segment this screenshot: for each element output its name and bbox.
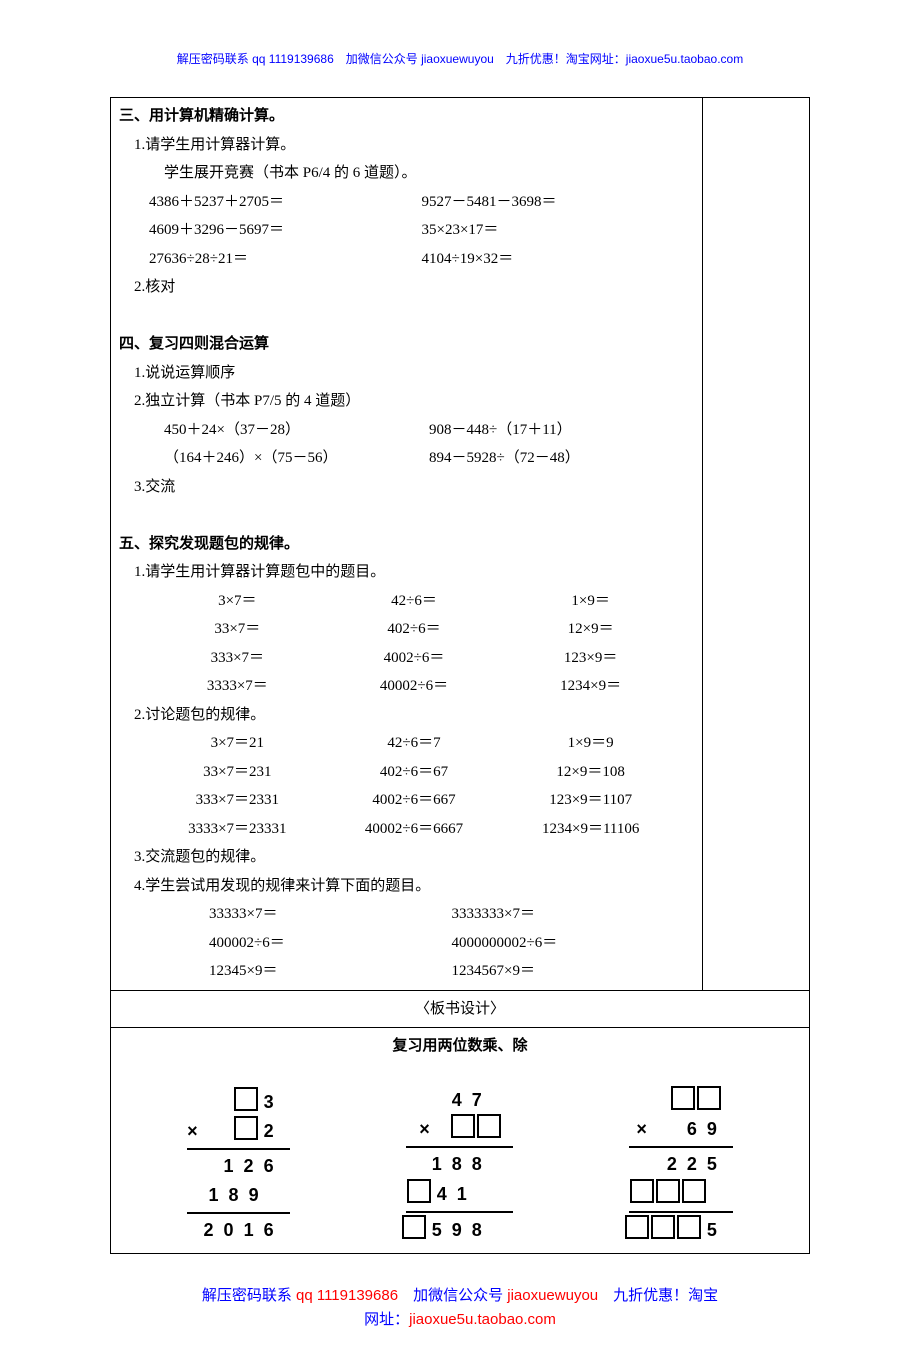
board-title: 复习用两位数乘、除 [119,1032,801,1061]
sec5-item-3: 3.交流题包的规律。 [119,843,694,872]
section-4-title: 四、复习四则混合运算 [119,336,269,352]
board-label-cell: 〈板书设计〉 [111,990,810,1028]
eq-cell: 3×7＝ [149,587,326,616]
content-cell: 三、用计算机精确计算。 1.请学生用计算器计算。 学生展开竞赛（书本 P6/4 … [111,98,703,991]
eq-cell: 123×9＝1107 [502,786,679,815]
eq-cell: 333×7＝ [149,644,326,673]
eq-cell: 3333×7＝23331 [149,815,326,844]
multiplication-worksheets: 3 × 2 126 189 2016 47 × 188 41 [119,1061,801,1250]
eq-cell: 42÷6＝7 [326,729,503,758]
notes-cell [703,98,810,991]
sec5-item-2: 2.讨论题包的规律。 [119,701,694,730]
eq-cell: 40002÷6＝6667 [326,815,503,844]
calc-problem-3: × 69 225 5 [629,1086,733,1245]
sec4-eq-1l: 450＋24×（37－28） [164,416,429,445]
sec3-item-1: 1.请学生用计算器计算。 [119,131,694,160]
eq-cell: 3333333×7＝ [452,900,695,929]
sec4-item-3: 3.交流 [119,473,694,502]
eq-cell: 33×7＝231 [149,758,326,787]
sec5-grid-2: 3×7＝21 42÷6＝7 1×9＝9 33×7＝231 402÷6＝67 12… [119,729,694,843]
page-footer-link: 解压密码联系 qq 1119139686 加微信公众号 jiaoxuewuyou… [110,1284,810,1332]
sec5-grid-3: 33333×7＝ 3333333×7＝ 400002÷6＝ 4000000002… [119,900,694,986]
eq-cell: 3×7＝21 [149,729,326,758]
sec3-eq-3l: 27636÷28÷21＝ [149,245,422,274]
eq-cell: 402÷6＝ [326,615,503,644]
calc-problem-2: 47 × 188 41 598 [406,1086,513,1245]
eq-cell: 1×9＝ [502,587,679,616]
sec3-item-1a: 学生展开竞赛（书本 P6/4 的 6 道题）。 [119,159,694,188]
page-header-link: 解压密码联系 qq 1119139686 加微信公众号 jiaoxuewuyou… [110,50,810,67]
eq-cell: 4002÷6＝ [326,644,503,673]
eq-cell: 1234567×9＝ [452,957,695,986]
eq-cell: 400002÷6＝ [209,929,452,958]
eq-cell: 12345×9＝ [209,957,452,986]
section-5-title: 五、探究发现题包的规律。 [119,536,299,552]
eq-cell: 4002÷6＝667 [326,786,503,815]
eq-cell: 1234×9＝ [502,672,679,701]
eq-cell: 1234×9＝11106 [502,815,679,844]
eq-cell: 12×9＝ [502,615,679,644]
sec4-eq-1r: 908－448÷（17＋11） [429,416,694,445]
eq-cell: 402÷6＝67 [326,758,503,787]
sec4-item-1: 1.说说运算顺序 [119,359,694,388]
eq-cell: 33×7＝ [149,615,326,644]
eq-cell: 1×9＝9 [502,729,679,758]
sec3-eq-1r: 9527－5481－3698＝ [422,188,695,217]
footer-text: 网址： [364,1311,409,1328]
sec5-item-4: 4.学生尝试用发现的规律来计算下面的题目。 [119,872,694,901]
eq-cell: 42÷6＝ [326,587,503,616]
section-3-title: 三、用计算机精确计算。 [119,108,284,124]
sec4-eq-2l: （164＋246）×（75－56） [164,444,429,473]
sec3-eq-1l: 4386＋5237＋2705＝ [149,188,422,217]
sec4-eq-2r: 894－5928÷（72－48） [429,444,694,473]
sec3-eq-2l: 4609＋3296－5697＝ [149,216,422,245]
eq-cell: 40002÷6＝ [326,672,503,701]
eq-cell: 3333×7＝ [149,672,326,701]
sec3-eq-2r: 35×23×17＝ [422,216,695,245]
sec5-grid-1: 3×7＝ 42÷6＝ 1×9＝ 33×7＝ 402÷6＝ 12×9＝ 333×7… [119,587,694,701]
eq-cell: 33333×7＝ [209,900,452,929]
sec5-item-1: 1.请学生用计算器计算题包中的题目。 [119,558,694,587]
eq-cell: 12×9＝108 [502,758,679,787]
footer-url: jiaoxue5u.taobao.com [409,1311,556,1328]
sec3-item-2: 2.核对 [119,273,694,302]
eq-cell: 123×9＝ [502,644,679,673]
eq-cell: 333×7＝2331 [149,786,326,815]
sec3-eq-3r: 4104÷19×32＝ [422,245,695,274]
lesson-table: 三、用计算机精确计算。 1.请学生用计算器计算。 学生展开竞赛（书本 P6/4 … [110,97,810,1254]
board-design-cell: 复习用两位数乘、除 3 × 2 126 189 2016 47 × [111,1028,810,1254]
eq-cell: 4000000002÷6＝ [452,929,695,958]
sec4-item-2: 2.独立计算（书本 P7/5 的 4 道题） [119,387,694,416]
calc-problem-1: 3 × 2 126 189 2016 [187,1087,290,1245]
